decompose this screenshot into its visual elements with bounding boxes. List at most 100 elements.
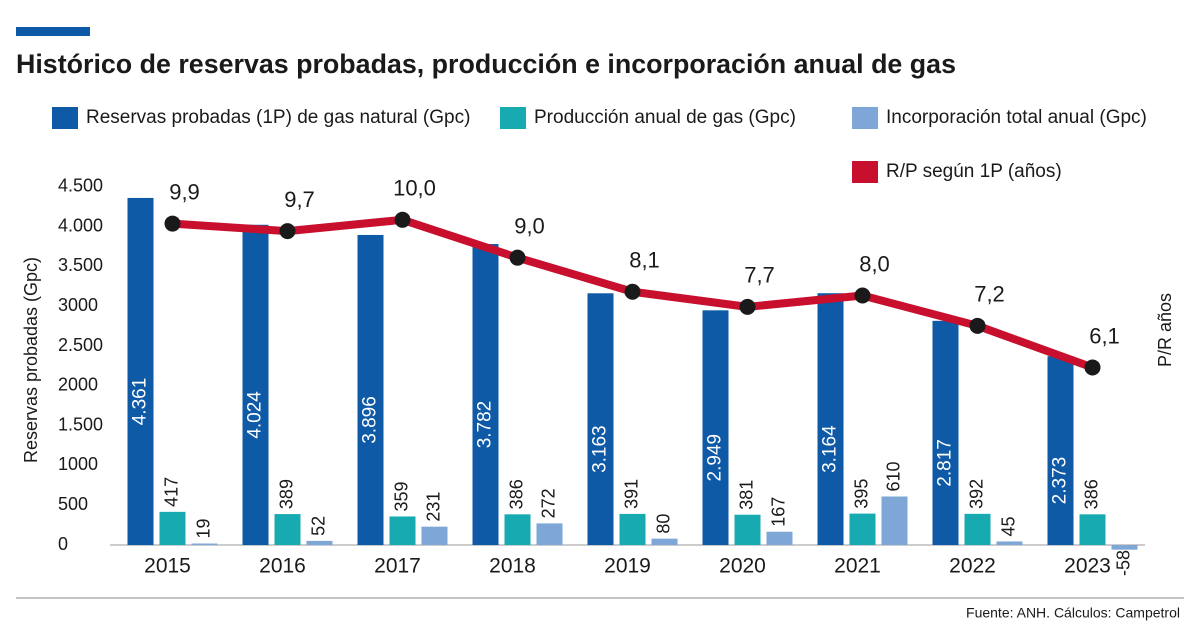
y-tick-label: 500 — [58, 494, 88, 514]
line-value-label: 8,0 — [859, 251, 890, 276]
bar-value-label: 2.817 — [935, 439, 956, 487]
bar — [127, 197, 154, 546]
legend-swatch — [852, 107, 878, 129]
y-tick-label: 4.500 — [58, 176, 103, 196]
bar-value-label: 3.164 — [820, 425, 841, 473]
y-tick-label: 1.500 — [58, 414, 103, 434]
x-tick-label: 2016 — [259, 555, 306, 578]
bar-value-label: 391 — [621, 479, 641, 509]
bar — [357, 234, 384, 546]
line-point — [394, 211, 411, 228]
bar — [849, 513, 876, 546]
line-point — [969, 317, 986, 334]
x-tick-label: 2020 — [719, 555, 766, 578]
bar-value-label: -58 — [1113, 550, 1133, 576]
chart-title: Histórico de reservas probadas, producci… — [16, 49, 956, 79]
line-value-label: 6,1 — [1089, 323, 1120, 348]
bar-value-label: 231 — [423, 492, 443, 522]
line-value-label: 9,0 — [514, 213, 545, 238]
y-tick-label: 3000 — [58, 295, 98, 315]
bar — [472, 244, 499, 546]
legend-swatch — [52, 107, 78, 129]
bar-value-label: 2.949 — [705, 434, 726, 482]
bar-value-label: 392 — [966, 479, 986, 509]
x-tick-label: 2022 — [949, 555, 996, 578]
x-tick-label: 2021 — [834, 555, 881, 578]
bar — [1047, 356, 1074, 546]
line-point — [854, 287, 871, 304]
legend-label: Incorporación total anual (Gpc) — [886, 107, 1147, 128]
bar-value-label: 417 — [161, 477, 181, 507]
bar — [881, 496, 908, 546]
bar-value-label: 386 — [506, 479, 526, 509]
bar — [702, 310, 729, 546]
legend-swatch — [500, 107, 526, 129]
line-point — [1084, 359, 1101, 376]
bar-value-label: 45 — [998, 516, 1018, 536]
legend-label: Reservas probadas (1P) de gas natural (G… — [86, 107, 470, 128]
bar-value-label: 3.163 — [590, 425, 611, 473]
bar — [1079, 514, 1106, 546]
bar — [389, 516, 416, 546]
line-value-label: 10,0 — [393, 176, 436, 201]
bar-value-label: 2.373 — [1050, 457, 1071, 505]
y2-axis-label: P/R años — [1155, 293, 1175, 367]
x-tick-label: 2015 — [144, 555, 191, 578]
bar-value-label: 386 — [1081, 479, 1101, 509]
bar-value-label: 4.361 — [130, 378, 151, 426]
x-tick-label: 2017 — [374, 555, 421, 578]
bar-value-label: 80 — [653, 514, 673, 534]
bar — [996, 541, 1023, 546]
bar — [817, 293, 844, 546]
bar — [734, 514, 761, 546]
bar — [504, 514, 531, 546]
legend-label: R/P según 1P (años) — [886, 161, 1062, 182]
line-point — [624, 283, 641, 300]
bar — [766, 531, 793, 546]
bar — [159, 511, 186, 546]
bar-value-label: 389 — [276, 479, 296, 509]
bar-value-label: 381 — [736, 480, 756, 510]
bar — [191, 543, 218, 546]
legend-swatch — [852, 161, 878, 183]
line-point — [739, 298, 756, 315]
bar — [587, 293, 614, 546]
y-tick-label: 2.500 — [58, 335, 103, 355]
line-value-label: 7,7 — [744, 263, 775, 288]
bar — [932, 320, 959, 546]
bar — [651, 538, 678, 546]
x-tick-label: 2018 — [489, 555, 536, 578]
title-accent — [16, 27, 90, 36]
bar-value-label: 272 — [538, 488, 558, 518]
bar-value-label: 610 — [883, 461, 903, 491]
y-axis-label: Reservas probadas (Gpc) — [21, 257, 41, 463]
y-tick-label: 0 — [58, 534, 68, 554]
line-value-label: 8,1 — [629, 248, 660, 273]
bar — [619, 513, 646, 546]
line-value-label: 9,9 — [169, 179, 200, 204]
y-tick-label: 3.500 — [58, 255, 103, 275]
line-value-label: 9,7 — [284, 187, 315, 212]
x-tick-label: 2019 — [604, 555, 651, 578]
line-value-label: 7,2 — [974, 282, 1005, 307]
bar — [242, 224, 269, 546]
line-point — [164, 215, 181, 232]
bar-value-label: 3.782 — [475, 401, 496, 449]
bar-value-label: 52 — [308, 516, 328, 536]
bar-value-label: 167 — [768, 497, 788, 527]
source: Fuente: ANH. Cálculos: Campetrol — [966, 605, 1180, 621]
bar-value-label: 4.024 — [245, 391, 266, 439]
y-tick-label: 4.000 — [58, 215, 103, 235]
x-tick-label: 2023 — [1064, 555, 1111, 578]
legend-label: Producción anual de gas (Gpc) — [534, 107, 796, 128]
y-tick-label: 1000 — [58, 454, 98, 474]
bar-value-label: 359 — [391, 481, 411, 511]
bar — [1111, 545, 1138, 550]
bar-value-label: 19 — [193, 518, 213, 538]
bar — [536, 523, 563, 546]
bar-value-label: 3.896 — [360, 396, 381, 444]
bar — [306, 540, 333, 546]
bar — [274, 514, 301, 546]
bar-value-label: 395 — [851, 479, 871, 509]
